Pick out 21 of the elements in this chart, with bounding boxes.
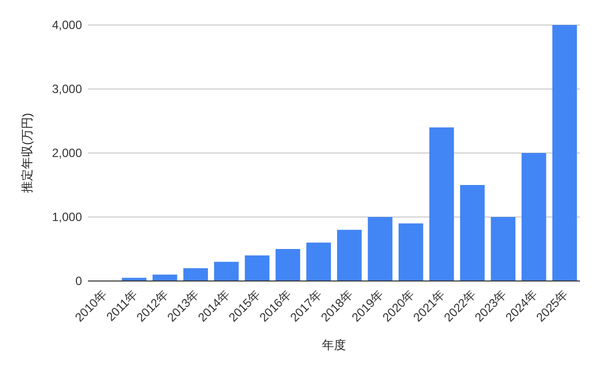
- y-tick-label: 2,000: [52, 146, 82, 160]
- bar: [490, 217, 516, 281]
- y-tick-label: 0: [75, 274, 82, 288]
- bar: [368, 217, 392, 281]
- bar: [398, 223, 424, 281]
- bar: [337, 230, 362, 281]
- bar: [152, 274, 178, 281]
- y-tick-label: 4,000: [52, 18, 82, 32]
- bar: [276, 249, 300, 281]
- bar: [522, 153, 546, 281]
- y-axis-title: 推定年収(万円): [20, 113, 34, 193]
- y-tick-label: 3,000: [52, 82, 82, 96]
- bar: [552, 25, 577, 281]
- bar: [306, 242, 331, 281]
- bar: [183, 268, 208, 281]
- bar: [244, 255, 270, 281]
- x-axis-title: 年度: [322, 338, 346, 352]
- bar: [460, 185, 485, 281]
- y-tick-label: 1,000: [52, 210, 82, 224]
- bar: [214, 262, 239, 281]
- bar: [429, 127, 454, 281]
